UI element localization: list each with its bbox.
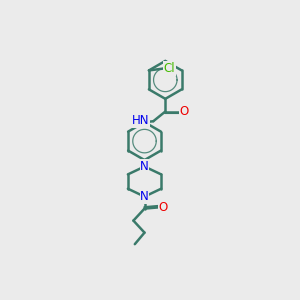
Text: O: O (179, 105, 188, 118)
Text: N: N (140, 160, 149, 173)
Text: HN: HN (132, 114, 149, 127)
Text: O: O (158, 201, 168, 214)
Text: Cl: Cl (164, 62, 176, 75)
Text: N: N (140, 190, 149, 203)
